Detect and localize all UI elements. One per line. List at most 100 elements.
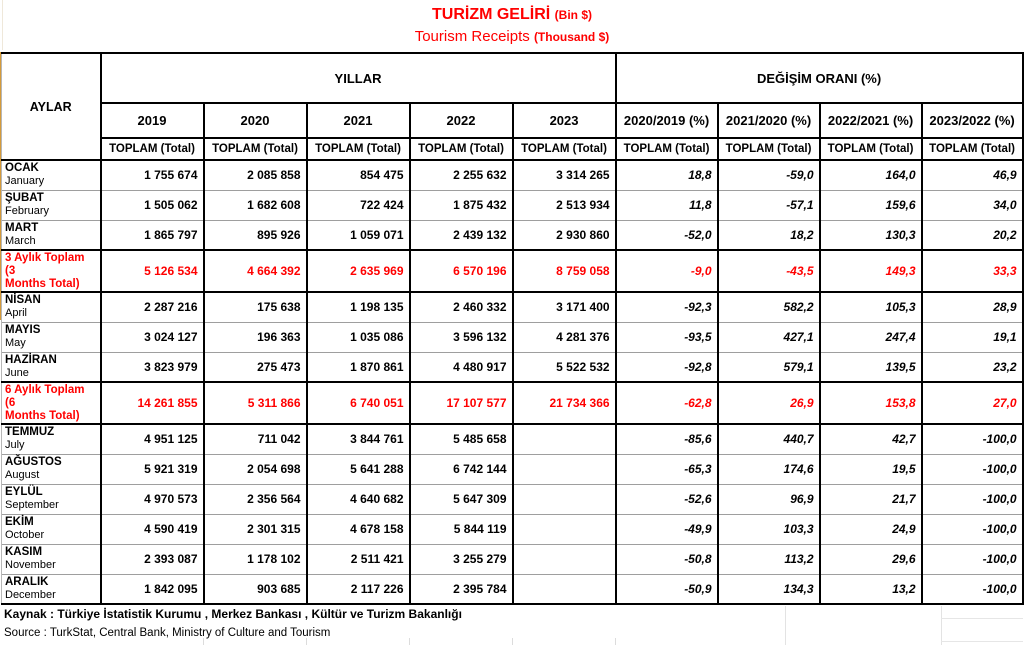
change-rate-cell: 29,6 xyxy=(818,543,923,574)
row-label: 3 Aylık Toplam (3 Months Total) xyxy=(1,249,102,293)
column-subheader-total: TOPLAM (Total) xyxy=(920,137,1024,161)
change-rate-cell: 20,2 xyxy=(920,219,1024,250)
value-cell: 4 678 158 xyxy=(305,513,411,544)
change-rate-cell: 113,2 xyxy=(716,543,821,574)
value-cell: 2 395 784 xyxy=(408,573,514,605)
value-cell: 5 126 534 xyxy=(99,249,205,293)
title-tr-unit: (Bin $) xyxy=(554,8,592,22)
gridline-artifact xyxy=(2,0,3,50)
month-row: HAZİRAN June 3 823 979 275 473 1 870 861 4 48… xyxy=(1,351,1024,382)
value-cell: 4 970 573 xyxy=(99,483,205,514)
change-rate-cell: -100,0 xyxy=(920,453,1024,484)
row-label: MAYIS May xyxy=(1,321,102,352)
value-cell: 6 742 144 xyxy=(408,453,514,484)
value-cell: 3 255 279 xyxy=(408,543,514,574)
value-cell: 2 635 969 xyxy=(305,249,411,293)
value-cell: 196 363 xyxy=(202,321,308,352)
month-row: KASIM November 2 393 087 1 178 102 2 511 421… xyxy=(1,543,1024,574)
value-cell: 2 054 698 xyxy=(202,453,308,484)
change-rate-cell: 174,6 xyxy=(716,453,821,484)
value-cell: 14 261 855 xyxy=(99,381,205,425)
year-header-row: 2019 2020 2021 2022 2023 2020/2019 (%) 2… xyxy=(2,102,1024,139)
change-rate-cell: 42,7 xyxy=(818,423,923,454)
change-rate-cell: -85,6 xyxy=(614,423,719,454)
change-rate-cell: 96,9 xyxy=(716,483,821,514)
column-header-year: 2019 xyxy=(99,102,205,139)
value-cell: 1 035 086 xyxy=(305,321,411,352)
value-cell: 4 640 682 xyxy=(305,483,411,514)
value-cell: 1 875 432 xyxy=(408,189,514,220)
change-rate-cell: 33,3 xyxy=(920,249,1024,293)
column-header-months: AYLAR xyxy=(1,52,102,161)
value-cell: 2 511 421 xyxy=(305,543,411,574)
value-cell: 1 842 095 xyxy=(99,573,205,605)
value-cell: 3 596 132 xyxy=(408,321,514,352)
change-rate-cell: 19,5 xyxy=(818,453,923,484)
source-note-english: Source : TurkStat, Central Bank, Ministr… xyxy=(4,627,331,639)
row-label: MART March xyxy=(1,219,102,250)
value-cell: 175 638 xyxy=(202,291,308,322)
gridline-artifact xyxy=(941,606,942,645)
change-rate-cell: -92,8 xyxy=(614,351,719,382)
column-header-year: 2021 xyxy=(305,102,411,139)
value-cell: 5 522 532 xyxy=(511,351,617,382)
value-cell: 1 870 861 xyxy=(305,351,411,382)
value-cell: 722 424 xyxy=(305,189,411,220)
row-label: 6 Aylık Toplam (6 Months Total) xyxy=(1,381,102,425)
gridline-artifact xyxy=(941,641,1023,642)
column-subheader-total: TOPLAM (Total) xyxy=(614,137,719,161)
month-row: ŞUBAT February 1 505 062 1 682 608 722 424 1 … xyxy=(1,189,1024,220)
table-header: AYLAR YILLAR DEĞİŞİM ORANI (%) 2019 2020… xyxy=(1,52,1024,161)
month-row: AĞUSTOS August 5 921 319 2 054 698 5 641 288… xyxy=(1,453,1024,484)
value-cell: 8 759 058 xyxy=(511,249,617,293)
month-row: TEMMUZ July 4 951 125 711 042 3 844 761 5 485… xyxy=(1,423,1024,454)
change-rate-cell: 19,1 xyxy=(920,321,1024,352)
month-row: ARALIK December 1 842 095 903 685 2 117 226 2… xyxy=(1,573,1024,605)
value-cell xyxy=(511,573,617,605)
row-label: AĞUSTOS August xyxy=(1,453,102,484)
change-rate-cell: -52,0 xyxy=(614,219,719,250)
column-subheader-total: TOPLAM (Total) xyxy=(716,137,821,161)
row-label: EKİM October xyxy=(1,513,102,544)
title-turkish: TURİZM GELİRİ (Bin $) xyxy=(0,5,1024,25)
value-cell: 3 024 127 xyxy=(99,321,205,352)
value-cell: 1 178 102 xyxy=(202,543,308,574)
change-rate-cell: -100,0 xyxy=(920,483,1024,514)
column-header-change: 2020/2019 (%) xyxy=(614,102,719,139)
value-cell: 2 117 226 xyxy=(305,573,411,605)
change-rate-cell: 139,5 xyxy=(818,351,923,382)
table-body: OCAK January 1 755 674 2 085 858 854 475 2 25… xyxy=(1,159,1024,605)
value-cell: 4 480 917 xyxy=(408,351,514,382)
value-cell: 4 664 392 xyxy=(202,249,308,293)
title-en-text: Tourism Receipts xyxy=(414,28,530,45)
value-cell xyxy=(511,543,617,574)
row-label: ŞUBAT February xyxy=(1,189,102,220)
change-rate-cell: 11,8 xyxy=(614,189,719,220)
value-cell xyxy=(511,483,617,514)
value-cell xyxy=(511,453,617,484)
row-label: HAZİRAN June xyxy=(1,351,102,382)
change-rate-cell: 134,3 xyxy=(716,573,821,605)
column-subheader-total: TOPLAM (Total) xyxy=(818,137,923,161)
change-rate-cell: 13,2 xyxy=(818,573,923,605)
value-cell: 2 513 934 xyxy=(511,189,617,220)
month-row: NİSAN April 2 287 216 175 638 1 198 135 2 460… xyxy=(1,291,1024,322)
column-header-change: 2022/2021 (%) xyxy=(818,102,923,139)
change-rate-cell: -49,9 xyxy=(614,513,719,544)
gridline-artifact xyxy=(941,618,1023,619)
value-cell: 6 570 196 xyxy=(408,249,514,293)
change-rate-cell: -65,3 xyxy=(614,453,719,484)
value-cell: 5 311 866 xyxy=(202,381,308,425)
change-rate-cell: -100,0 xyxy=(920,513,1024,544)
gridline-artifact xyxy=(203,638,204,645)
value-cell xyxy=(511,513,617,544)
value-cell: 2 439 132 xyxy=(408,219,514,250)
change-rate-cell: -52,6 xyxy=(614,483,719,514)
change-rate-cell: 46,9 xyxy=(920,159,1024,190)
value-cell: 854 475 xyxy=(305,159,411,190)
value-cell: 2 287 216 xyxy=(99,291,205,322)
value-cell: 2 930 860 xyxy=(511,219,617,250)
column-header-change: 2021/2020 (%) xyxy=(716,102,821,139)
value-cell: 3 823 979 xyxy=(99,351,205,382)
value-cell: 1 505 062 xyxy=(99,189,205,220)
